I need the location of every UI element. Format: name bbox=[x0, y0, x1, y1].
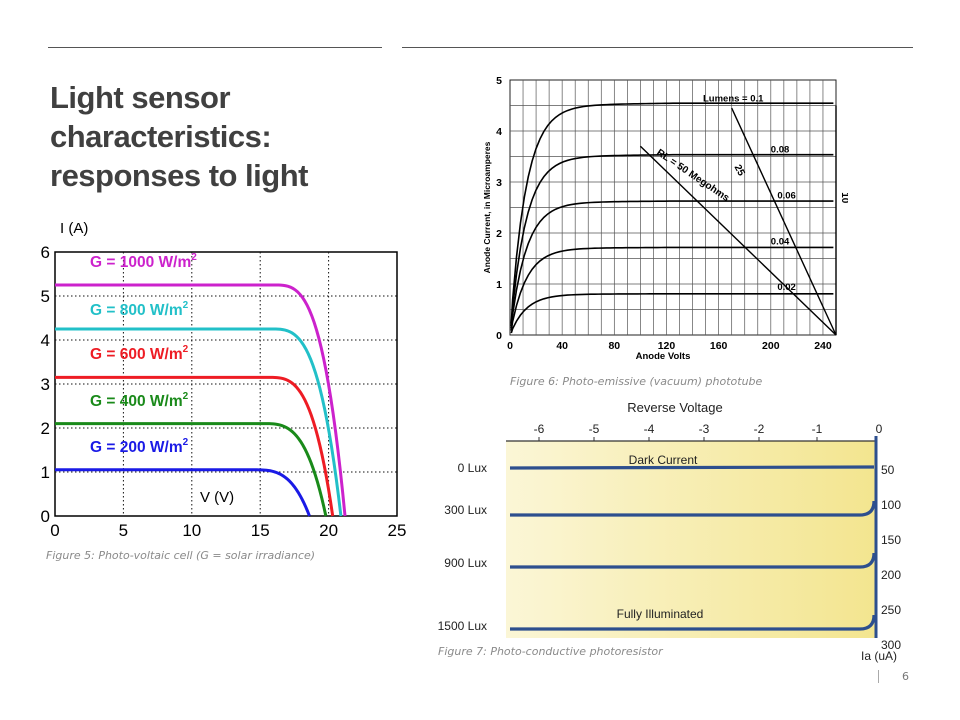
pv-y-tick: 5 bbox=[41, 287, 50, 306]
photoresistor-series-label: 0 Lux bbox=[458, 461, 487, 475]
pv-y-tick: 1 bbox=[41, 463, 50, 482]
phototube-load-line bbox=[639, 145, 837, 336]
phototube-load-label: 10 bbox=[839, 192, 848, 204]
pv-y-axis-label: I (A) bbox=[60, 220, 88, 237]
pv-series-line bbox=[55, 375, 335, 517]
pv-y-tick: 3 bbox=[41, 375, 50, 394]
pv-y-tick: 6 bbox=[41, 243, 50, 262]
photoresistor-y-tick: 200 bbox=[881, 568, 901, 582]
pv-x-tick: 10 bbox=[182, 521, 201, 540]
photoresistor-x-tick: -4 bbox=[644, 422, 655, 436]
photoresistor-x-tick: -2 bbox=[754, 422, 765, 436]
phototube-curve bbox=[510, 200, 834, 329]
header-rule-right bbox=[402, 47, 913, 48]
photoresistor-y-tick: 150 bbox=[881, 533, 901, 547]
slide-title: Light sensor characteristics: responses … bbox=[50, 80, 308, 193]
pv-x-tick: 0 bbox=[50, 521, 59, 540]
photoresistor-y-tick: 300 bbox=[881, 638, 901, 652]
pv-plot-area bbox=[54, 251, 398, 517]
photoresistor-series-label: 900 Lux bbox=[444, 556, 487, 570]
photoresistor-curve bbox=[510, 500, 876, 517]
phototube-y-tick: 3 bbox=[496, 177, 502, 189]
phototube-chart: 0 40 80 120 160 200 240 0 1 2 3 4 5 Anode Volts Anode … bbox=[482, 75, 848, 362]
pv-x-tick: 25 bbox=[388, 521, 407, 540]
phototube-x-axis-label: Anode Volts bbox=[636, 351, 691, 362]
photoresistor-plot-area bbox=[506, 441, 876, 638]
phototube-y-axis-label: Anode Current, in Microamperes bbox=[482, 141, 492, 273]
phototube-x-tick: 0 bbox=[507, 340, 513, 352]
pv-series-label: G = 600 W/m2 bbox=[90, 344, 189, 363]
photoresistor-right-axis-label: Ia (uA) bbox=[861, 649, 897, 663]
pv-x-tick: 20 bbox=[319, 521, 338, 540]
phototube-load-line bbox=[731, 107, 837, 336]
header-rule-left bbox=[48, 47, 382, 48]
phototube-caption: Figure 6: Photo-emissive (vacuum) photot… bbox=[510, 375, 763, 388]
pv-x-tick: 15 bbox=[251, 521, 270, 540]
photoresistor-y-tick: 250 bbox=[881, 603, 901, 617]
pv-x-axis-label: V (V) bbox=[200, 489, 234, 506]
photoresistor-curve bbox=[509, 465, 875, 470]
phototube-x-tick: 80 bbox=[608, 340, 620, 352]
phototube-curve bbox=[510, 153, 834, 327]
photoresistor-chart: Reverse Voltage -6 -5 -4 -3 -2 -1 0 50 100 150 200 2… bbox=[438, 400, 902, 663]
pv-series-line bbox=[55, 422, 328, 517]
pv-x-tick: 5 bbox=[119, 521, 128, 540]
pv-y-tick: 2 bbox=[41, 419, 50, 438]
photoresistor-annotation: Dark Current bbox=[629, 453, 698, 467]
phototube-y-tick: 5 bbox=[496, 75, 502, 87]
phototube-curve-label: 0.06 bbox=[777, 190, 796, 201]
photoresistor-caption: Figure 7: Photo-conductive photoresistor bbox=[438, 645, 663, 658]
pv-caption: Figure 5: Photo-voltaic cell (G = solar … bbox=[46, 549, 316, 562]
photoresistor-top-axis-label: Reverse Voltage bbox=[627, 400, 722, 415]
phototube-y-tick: 2 bbox=[496, 228, 502, 240]
phototube-y-tick: 0 bbox=[496, 330, 502, 342]
pv-series-label: G = 1000 W/m2 bbox=[90, 252, 197, 271]
photoresistor-y-tick: 50 bbox=[881, 463, 895, 477]
phototube-load-label: 25 bbox=[732, 163, 747, 178]
photoresistor-curve bbox=[510, 552, 876, 569]
photoresistor-annotation: Fully Illuminated bbox=[617, 607, 704, 621]
phototube-x-tick: 40 bbox=[556, 340, 568, 352]
phototube-curve-label: 0.08 bbox=[771, 145, 790, 156]
phototube-x-tick: 120 bbox=[658, 340, 676, 352]
page-number-separator bbox=[878, 670, 879, 683]
phototube-x-tick: 200 bbox=[762, 340, 780, 352]
photoresistor-series-label: 1500 Lux bbox=[438, 619, 487, 633]
phototube-x-tick: 160 bbox=[710, 340, 728, 352]
pv-chart: 0 5 10 15 20 25 0 1 2 3 4 5 6 I (A) V (V) G = 1000 W/m2… bbox=[41, 220, 407, 540]
phototube-y-tick: 4 bbox=[496, 126, 502, 138]
pv-y-tick: 4 bbox=[41, 331, 50, 350]
phototube-y-tick: 1 bbox=[496, 279, 502, 291]
pv-series-line bbox=[55, 327, 343, 517]
photoresistor-x-tick: -6 bbox=[534, 422, 545, 436]
phototube-curve-label: Lumens = 0.1 bbox=[703, 94, 764, 105]
photoresistor-series-label: 300 Lux bbox=[444, 503, 487, 517]
photoresistor-curve bbox=[510, 614, 876, 631]
phototube-x-tick: 240 bbox=[814, 340, 832, 352]
phototube-curve bbox=[510, 292, 834, 334]
pv-series-label: G = 400 W/m2 bbox=[90, 391, 189, 410]
pv-y-tick: 0 bbox=[41, 507, 50, 526]
photoresistor-y-tick: 100 bbox=[881, 498, 901, 512]
photoresistor-x-tick: 0 bbox=[876, 422, 883, 436]
phototube-curve bbox=[510, 102, 834, 324]
pv-series-label: G = 800 W/m2 bbox=[90, 300, 189, 319]
photoresistor-x-tick: -5 bbox=[589, 422, 600, 436]
pv-series-line bbox=[55, 468, 311, 517]
pv-series-label: G = 200 W/m2 bbox=[90, 437, 189, 456]
photoresistor-x-tick: -1 bbox=[812, 422, 823, 436]
photoresistor-x-tick: -3 bbox=[699, 422, 710, 436]
phototube-curve bbox=[510, 246, 834, 331]
pv-series-line bbox=[55, 283, 347, 517]
page-number: 6 bbox=[902, 670, 909, 683]
phototube-curve-label: 0.04 bbox=[771, 236, 790, 247]
